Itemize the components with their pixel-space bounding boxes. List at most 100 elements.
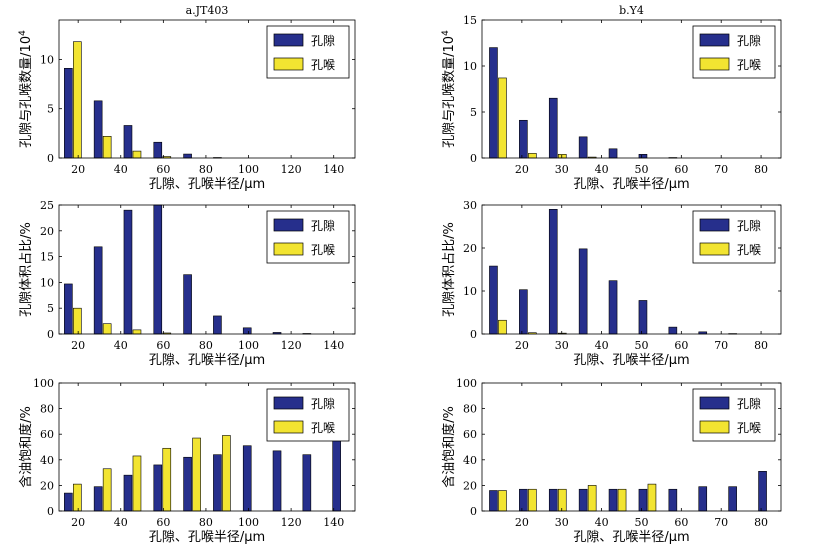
bar-pore — [242, 445, 252, 512]
x-tick-label: 80 — [754, 516, 768, 529]
bar-pore — [608, 280, 618, 335]
legend-swatch-pore — [273, 218, 304, 232]
y-tick-label: 40 — [463, 454, 477, 467]
bar-throat — [528, 488, 537, 512]
x-tick-label: 40 — [595, 339, 609, 352]
bar-throat — [498, 77, 507, 159]
bar-pore — [64, 68, 73, 159]
y-tick-label: 10 — [40, 53, 54, 66]
x-axis-label: 孔隙、孔喉半径/μm — [149, 353, 265, 368]
bar-throat — [162, 447, 172, 512]
legend-swatch-pore — [699, 396, 730, 410]
x-tick-label: 140 — [323, 163, 344, 176]
x-tick-label: 100 — [238, 163, 259, 176]
bar-pore — [489, 47, 498, 159]
bar-pore — [638, 488, 648, 512]
legend-swatch-pore — [273, 396, 304, 410]
y-tick-label: 100 — [456, 377, 477, 390]
bar-pore — [64, 492, 73, 512]
x-tick-label: 20 — [71, 339, 85, 352]
bar-pore — [548, 209, 558, 335]
legend-swatch-pore — [699, 33, 730, 47]
legend-swatch-pore — [699, 218, 730, 232]
axes-frame — [481, 19, 782, 159]
y-tick-label: 40 — [40, 454, 54, 467]
y-axis-label: 孔隙与孔喉数量/104 — [441, 30, 457, 148]
bar-throat — [498, 490, 507, 512]
legend-label-throat: 孔喉 — [311, 243, 335, 257]
x-tick-label: 50 — [634, 163, 648, 176]
legend-label-throat: 孔喉 — [311, 421, 335, 435]
legend-label-pore: 孔隙 — [737, 397, 761, 411]
chart-b3: 20 30 40 50 60 70 80 0 20 40 60 80 100 孔隙、孔喉半径/μm 含油饱和… — [441, 377, 782, 545]
x-axis-label: 孔隙、孔喉半径/μm — [573, 177, 689, 192]
y-tick-label: 25 — [40, 199, 54, 212]
y-tick-label: 0 — [47, 328, 54, 341]
x-axis-label: 孔隙、孔喉半径/μm — [149, 530, 265, 545]
bar-pore — [758, 471, 767, 512]
bar-pore — [578, 248, 588, 335]
x-tick-label: 70 — [714, 339, 728, 352]
y-axis-label: 含油饱和度/% — [18, 406, 34, 488]
y-tick-label: 5 — [470, 106, 477, 119]
x-tick-label: 60 — [156, 339, 170, 352]
legend-swatch-throat — [699, 57, 730, 71]
bar-pore — [64, 283, 73, 335]
bar-pore — [519, 289, 528, 335]
y-axis-label: 孔隙体积占比/% — [19, 222, 34, 317]
x-tick-label: 70 — [714, 163, 728, 176]
bar-pore — [728, 486, 737, 512]
x-tick-label: 40 — [114, 163, 128, 176]
bar-throat — [222, 435, 231, 512]
bar-pore — [608, 148, 618, 159]
x-tick-label: 60 — [674, 163, 688, 176]
y-tick-label: 80 — [463, 403, 477, 416]
legend-label-throat: 孔喉 — [737, 421, 761, 435]
y-tick-label: 0 — [470, 505, 477, 518]
bar-throat — [192, 437, 201, 512]
axes-frame — [481, 382, 782, 512]
x-tick-label: 120 — [281, 516, 302, 529]
bar-pore — [93, 486, 103, 512]
x-tick-label: 80 — [199, 163, 213, 176]
bar-pore — [578, 136, 588, 159]
y-tick-label: 100 — [33, 377, 54, 390]
bar-throat — [557, 154, 567, 159]
x-tick-label: 120 — [281, 339, 302, 352]
chart-a2: 20 40 60 80 100 120 140 0 5 10 15 20 25 孔隙、孔喉半径/μm 孔隙体… — [19, 199, 356, 368]
bar-pore — [698, 486, 708, 512]
x-tick-label: 80 — [754, 339, 768, 352]
chart-a1: 20 40 60 80 100 120 140 0 5 10 a.JT403 孔隙、孔喉半径/μm 孔隙… — [18, 4, 356, 192]
bar-throat — [132, 329, 142, 335]
bar-throat — [102, 323, 112, 335]
bar-throat — [102, 136, 112, 159]
x-tick-label: 60 — [156, 516, 170, 529]
bar-throat — [617, 488, 627, 512]
y-axis-label: 含油饱和度/% — [441, 406, 457, 488]
x-tick-label: 60 — [674, 339, 688, 352]
chart-a3: 20 40 60 80 100 120 140020406080100孔隙、孔喉半径/μm含… — [18, 377, 356, 545]
bar-throat — [132, 150, 142, 159]
legend-swatch-throat — [273, 242, 304, 256]
bar-pore — [93, 246, 103, 335]
x-tick-label: 60 — [674, 516, 688, 529]
y-tick-label: 5 — [47, 302, 54, 315]
bar-pore — [153, 141, 163, 159]
x-tick-label: 40 — [114, 516, 128, 529]
y-axis-label-exponent: 4 — [18, 30, 28, 36]
y-tick-label: 20 — [463, 242, 477, 255]
y-tick-label: 10 — [40, 276, 54, 289]
chart-b1: 20 30 40 50 60 70 80 0 5 10 15 b.Y4 孔隙、孔喉半径/μm 孔隙与孔喉数… — [441, 4, 782, 192]
y-tick-label: 60 — [463, 428, 477, 441]
y-tick-label: 10 — [463, 285, 477, 298]
legend-label-throat: 孔喉 — [737, 58, 761, 72]
bar-pore — [123, 125, 133, 159]
bar-pore — [638, 300, 648, 335]
chart-title: b.Y4 — [619, 4, 644, 17]
legend-label-pore: 孔隙 — [737, 34, 761, 48]
